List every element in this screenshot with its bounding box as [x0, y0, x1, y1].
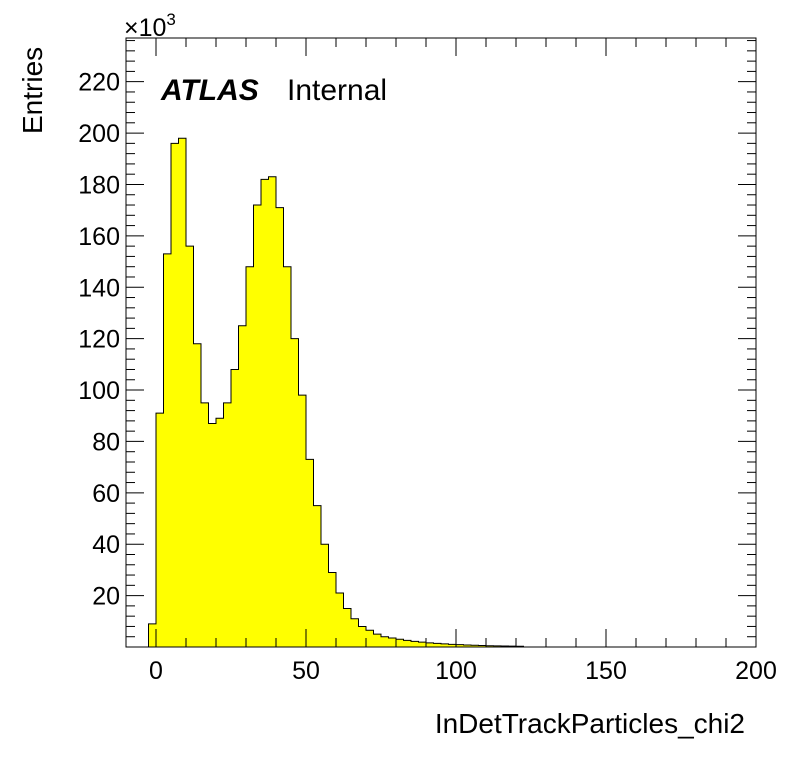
y-tick-label: 200: [78, 120, 120, 148]
histogram-bin-38: [433, 643, 441, 647]
histogram-bin-32: [388, 638, 396, 647]
histogram-bin-6: [193, 343, 201, 647]
histogram-bars: [148, 137, 524, 648]
y-tick-label: 180: [78, 171, 120, 199]
histogram-outline: [148, 137, 524, 647]
x-tick-label: 0: [149, 657, 163, 685]
histogram-bin-22: [313, 505, 321, 647]
y-tick-label: 20: [92, 583, 120, 611]
histogram-bin-23: [321, 544, 329, 647]
histogram-bin-42: [463, 644, 471, 647]
y-scale-factor: ×103: [124, 10, 176, 42]
histogram-bin-46: [493, 645, 501, 647]
x-tick-label: 200: [735, 657, 777, 685]
histogram-bin-44: [478, 645, 486, 647]
x-tick-label: 50: [292, 657, 320, 685]
histogram-bin-1: [156, 413, 164, 647]
histogram-bin-26: [343, 608, 351, 647]
histogram-bin-33: [396, 639, 404, 647]
histogram-bin-35: [411, 641, 419, 647]
histogram-bin-29: [366, 630, 374, 647]
histogram-bin-11: [231, 369, 239, 647]
histogram-bin-31: [381, 636, 389, 647]
histogram-bin-5: [186, 246, 194, 648]
histogram-bin-16: [268, 176, 276, 647]
histogram-bin-2: [163, 253, 171, 648]
histogram-bin-13: [246, 266, 254, 647]
histogram-bin-4: [178, 138, 186, 647]
histogram-bin-28: [358, 626, 366, 647]
internal-label: Internal: [287, 74, 387, 107]
histogram-bin-30: [373, 634, 381, 647]
histogram-bin-20: [298, 395, 306, 647]
y-tick-label: 220: [78, 69, 120, 97]
y-tick-label: 40: [92, 531, 120, 559]
y-tick-label: 100: [78, 377, 120, 405]
y-axis-title: Entries: [17, 47, 48, 134]
histogram-bin-39: [441, 643, 449, 647]
histogram-bin-34: [403, 640, 411, 647]
y-tick-label: 80: [92, 428, 120, 456]
histogram-bin-45: [486, 645, 494, 647]
y-tick-label: 140: [78, 274, 120, 302]
histogram-bin-14: [253, 205, 261, 647]
histogram-bin-15: [261, 179, 269, 648]
histogram-bin-36: [418, 642, 426, 647]
histogram-bin-3: [171, 143, 179, 647]
histogram-bin-27: [351, 618, 359, 647]
y-tick-label: 60: [92, 480, 120, 508]
histogram-bin-8: [208, 423, 216, 647]
histogram-bin-0: [148, 623, 156, 647]
histogram-bin-25: [336, 593, 344, 647]
plot-frame: [125, 37, 757, 648]
x-axis-title: InDetTrackParticles_chi2: [435, 708, 745, 739]
histogram-bin-17: [276, 207, 284, 647]
histogram-bin-19: [291, 338, 299, 647]
x-tick-label: 100: [435, 657, 477, 685]
histogram-bin-9: [216, 418, 224, 647]
histogram-bin-41: [456, 644, 464, 647]
histogram-bin-7: [201, 402, 209, 647]
histogram-bin-47: [501, 645, 509, 647]
histogram-bin-21: [306, 459, 314, 647]
histogram-bin-43: [471, 645, 479, 647]
tick-labels: 20 40 60 80 100 120 140 160 180 200 220 0 50 100 150 20…: [78, 69, 777, 685]
histogram-bin-18: [283, 266, 291, 647]
y-tick-label: 120: [78, 326, 120, 354]
atlas-label: ATLAS: [160, 74, 259, 107]
histogram-bin-12: [238, 325, 246, 647]
histogram-bin-10: [223, 402, 231, 647]
histogram-bin-24: [328, 572, 336, 647]
x-tick-label: 150: [585, 657, 627, 685]
y-tick-label: 160: [78, 223, 120, 251]
histogram-bin-40: [448, 644, 456, 647]
histogram-bin-37: [426, 642, 434, 647]
